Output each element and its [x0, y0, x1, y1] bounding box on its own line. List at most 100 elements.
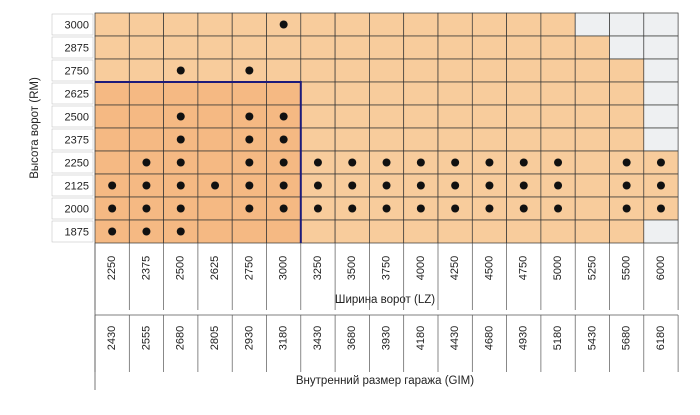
gim-label: 2430 — [106, 326, 118, 350]
cell — [437, 219, 473, 244]
cell — [471, 104, 507, 129]
availability-dot — [279, 135, 288, 144]
gim-label: 4930 — [518, 326, 530, 350]
cell — [300, 12, 336, 37]
cell — [197, 58, 233, 83]
gim-label: 2805 — [209, 326, 221, 350]
cell — [94, 150, 130, 175]
cell — [643, 104, 679, 129]
availability-dot — [348, 158, 357, 167]
cell — [369, 219, 405, 244]
availability-dot — [451, 204, 460, 213]
cell — [403, 219, 439, 244]
cell — [369, 104, 405, 129]
availability-dot — [279, 112, 288, 121]
availability-dot — [211, 181, 220, 190]
cell — [506, 58, 542, 83]
height-label: 2750 — [65, 65, 89, 77]
cell — [540, 81, 576, 106]
availability-dot — [142, 227, 151, 236]
cell — [506, 104, 542, 129]
cell — [300, 219, 336, 244]
gim-label: 3680 — [346, 326, 358, 350]
availability-dot — [245, 135, 254, 144]
cell — [540, 35, 576, 60]
cell — [574, 58, 610, 83]
cell — [437, 127, 473, 152]
cell — [506, 127, 542, 152]
cell — [197, 35, 233, 60]
availability-dot — [382, 181, 391, 190]
cell — [437, 58, 473, 83]
cell — [574, 35, 610, 60]
gim-label: 3930 — [380, 326, 392, 350]
cell — [403, 35, 439, 60]
availability-dot — [519, 204, 528, 213]
cell — [94, 81, 130, 106]
gim-label: 2930 — [243, 326, 255, 350]
cell — [471, 127, 507, 152]
gim-axis-title: Внутренний размер гаража (GIM) — [296, 375, 474, 387]
cell — [574, 81, 610, 106]
width-label: 3500 — [346, 256, 358, 280]
width-label: 3250 — [312, 256, 324, 280]
cell — [94, 127, 130, 152]
cell — [403, 104, 439, 129]
width-label: 4000 — [415, 256, 427, 280]
gim-label: 2555 — [140, 326, 152, 350]
cell — [609, 127, 645, 152]
cell — [231, 12, 267, 37]
height-label-cell — [51, 36, 94, 59]
height-label-cell — [51, 105, 94, 128]
width-label: 4500 — [483, 256, 495, 280]
width-label: 4750 — [518, 256, 530, 280]
width-label: 4250 — [449, 256, 461, 280]
width-label: 5000 — [552, 256, 564, 280]
availability-dot — [108, 227, 117, 236]
width-label: 2250 — [106, 256, 118, 280]
cell — [231, 219, 267, 244]
cell — [266, 58, 302, 83]
availability-dot — [554, 204, 563, 213]
availability-dot — [245, 66, 254, 75]
cell — [437, 81, 473, 106]
cell — [437, 104, 473, 129]
availability-dot — [348, 204, 357, 213]
cell — [197, 219, 233, 244]
height-axis-title: Высота ворот (RM) — [29, 77, 41, 179]
availability-dot — [382, 204, 391, 213]
cell — [437, 12, 473, 37]
cell — [506, 219, 542, 244]
gim-label: 5430 — [586, 326, 598, 350]
availability-dot — [279, 204, 288, 213]
cell — [643, 58, 679, 83]
cell — [574, 12, 610, 37]
width-label: 2375 — [140, 256, 152, 280]
availability-dot — [416, 204, 425, 213]
width-label: 5250 — [586, 256, 598, 280]
availability-dot — [245, 204, 254, 213]
cell — [197, 12, 233, 37]
availability-dot — [519, 158, 528, 167]
availability-dot — [554, 158, 563, 167]
availability-dot — [622, 181, 631, 190]
cell — [128, 104, 164, 129]
gim-label: 4680 — [483, 326, 495, 350]
height-label: 2250 — [65, 157, 89, 169]
cell — [369, 12, 405, 37]
cell — [128, 58, 164, 83]
availability-dot — [176, 66, 185, 75]
availability-dot — [176, 204, 185, 213]
cell — [197, 104, 233, 129]
height-label: 3000 — [65, 19, 89, 31]
cell — [609, 104, 645, 129]
height-label: 2625 — [65, 88, 89, 100]
cell — [609, 58, 645, 83]
cell — [540, 12, 576, 37]
cell — [334, 35, 370, 60]
cell — [643, 12, 679, 37]
cell — [403, 127, 439, 152]
availability-dot — [485, 181, 494, 190]
availability-dot — [622, 158, 631, 167]
cell — [369, 58, 405, 83]
